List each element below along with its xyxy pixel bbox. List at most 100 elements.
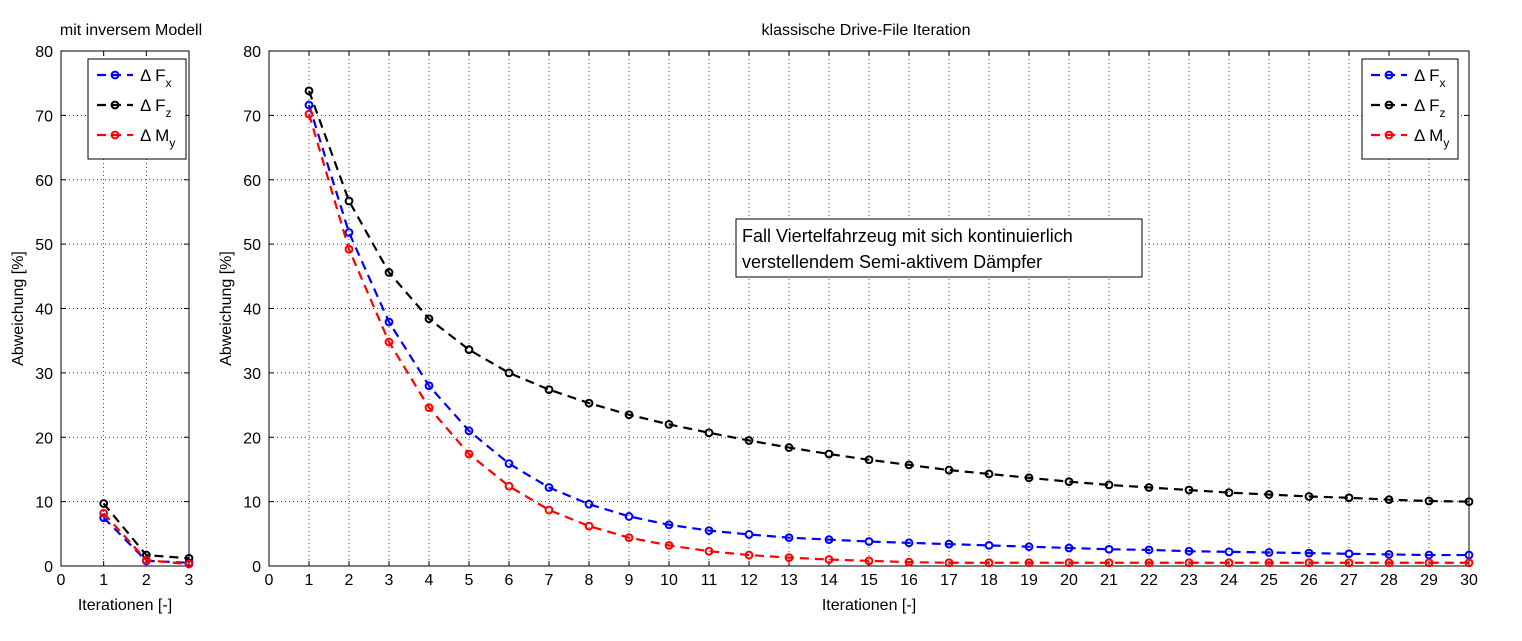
- data-point: [384, 317, 394, 327]
- data-point: [1384, 495, 1394, 505]
- data-point: [584, 521, 594, 531]
- x-tick-label: 18: [980, 572, 998, 589]
- data-point: [141, 555, 151, 565]
- data-point: [984, 469, 994, 479]
- y-tick-label: 10: [35, 495, 53, 512]
- legend-subscript: y: [1443, 136, 1449, 150]
- data-point: [624, 512, 634, 521]
- data-point: [864, 537, 874, 546]
- data-point: [1304, 548, 1314, 558]
- data-point: [904, 538, 914, 548]
- data-point: [1304, 492, 1314, 501]
- annotation: Fall Viertelfahrzeug mit sich kontinuier…: [735, 218, 1143, 278]
- data-point: [864, 455, 874, 465]
- x-tick-label: 14: [820, 572, 838, 589]
- x-tick-label: 2: [345, 572, 354, 589]
- series-line: [307, 104, 1469, 557]
- data-point: [584, 398, 594, 408]
- x-tick-label: 4: [425, 572, 434, 589]
- data-point: [184, 559, 194, 569]
- data-point: [744, 436, 754, 445]
- data-point: [1104, 480, 1114, 490]
- y-tick-label: 60: [35, 173, 53, 190]
- data-point: [584, 499, 594, 509]
- data-point: [984, 541, 994, 550]
- x-tick-label: 6: [505, 572, 514, 589]
- data-point: [1264, 558, 1274, 568]
- data-point: [784, 533, 794, 543]
- data-point: [904, 557, 914, 567]
- legend-subscript: y: [169, 136, 175, 150]
- data-point: [384, 268, 394, 277]
- data-point: [824, 535, 834, 545]
- legend-marker: [1384, 70, 1394, 80]
- x-tick-label: 29: [1420, 572, 1438, 589]
- data-point: [1224, 547, 1234, 557]
- data-point: [344, 228, 354, 237]
- data-point: [824, 449, 834, 459]
- chart-title: klassische Drive-File Iteration: [762, 22, 971, 39]
- series-line: [102, 512, 190, 566]
- chart-title: mit inversem Modell: [60, 22, 202, 39]
- data-point: [424, 381, 434, 391]
- legend-marker: [1384, 130, 1394, 140]
- annotation-line: Fall Viertelfahrzeug mit sich kontinuier…: [742, 226, 1073, 246]
- data-point: [1344, 493, 1354, 503]
- y-tick-label: 40: [243, 302, 261, 319]
- data-point: [1144, 558, 1154, 568]
- data-point: [664, 541, 674, 550]
- x-tick-label: 25: [1260, 572, 1278, 589]
- data-point: [1064, 477, 1074, 487]
- data-point: [1384, 550, 1394, 559]
- data-point: [1264, 548, 1274, 557]
- data-point: [544, 505, 554, 515]
- data-point: [704, 526, 714, 535]
- y-tick-label: 80: [35, 44, 53, 61]
- x-tick-label: 17: [940, 572, 958, 589]
- y-tick-label: 50: [35, 237, 53, 254]
- legend-subscript: z: [166, 106, 172, 120]
- y-tick-label: 70: [35, 108, 53, 125]
- data-point: [944, 558, 954, 568]
- series-line: [102, 502, 190, 560]
- data-point: [344, 196, 354, 206]
- x-axis-label: Iterationen [-]: [822, 597, 916, 614]
- data-point: [904, 460, 914, 470]
- x-tick-label: 8: [585, 572, 594, 589]
- data-point: [424, 403, 434, 413]
- x-tick-label: 13: [780, 572, 798, 589]
- x-tick-label: 1: [305, 572, 314, 589]
- x-tick-label: 16: [900, 572, 918, 589]
- data-point: [1424, 496, 1434, 506]
- x-tick-label: 22: [1140, 572, 1158, 589]
- legend-marker: [110, 130, 120, 140]
- legend: Δ FxΔ FzΔ My: [1361, 58, 1459, 160]
- x-tick-label: 11: [701, 572, 718, 589]
- x-tick-label: 10: [660, 572, 678, 589]
- data-point: [744, 530, 754, 539]
- data-point: [384, 337, 394, 347]
- data-point: [664, 419, 674, 429]
- legend-marker: [110, 100, 120, 110]
- y-tick-label: 10: [243, 495, 261, 512]
- x-axis-label: Iterationen [-]: [78, 597, 172, 614]
- x-tick-label: 26: [1300, 572, 1318, 589]
- data-point: [1144, 545, 1154, 555]
- x-tick-label: 2: [142, 572, 151, 589]
- data-point: [864, 556, 874, 566]
- data-point: [1464, 497, 1474, 507]
- data-point: [304, 109, 314, 119]
- data-point: [664, 520, 674, 530]
- x-tick-label: 0: [265, 572, 274, 589]
- data-point: [1424, 558, 1434, 568]
- data-point: [184, 553, 194, 563]
- x-tick-label: 1: [99, 572, 108, 589]
- x-tick-label: 21: [1100, 572, 1118, 589]
- data-point: [504, 459, 514, 469]
- chart-right-panel: 0 1 2 3 4 5 6 7 8 9 10 11 12 13 14 15 16 17 18 19 20 21 22 23 24…: [218, 22, 1478, 614]
- data-point: [1184, 558, 1194, 568]
- data-point: [984, 558, 994, 568]
- data-point: [344, 244, 354, 254]
- data-point: [1144, 483, 1154, 492]
